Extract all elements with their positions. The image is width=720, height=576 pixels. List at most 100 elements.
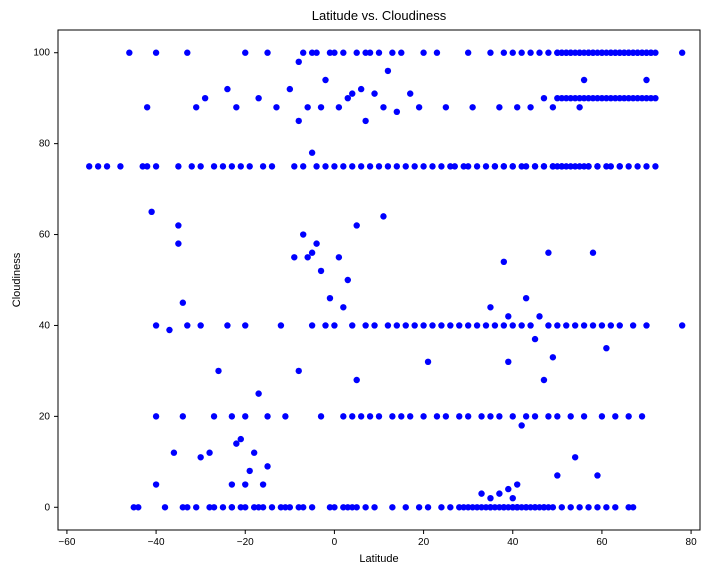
data-point bbox=[269, 504, 275, 510]
data-point bbox=[487, 304, 493, 310]
data-point bbox=[282, 413, 288, 419]
data-point bbox=[416, 504, 422, 510]
data-point bbox=[643, 163, 649, 169]
data-point bbox=[483, 322, 489, 328]
data-point bbox=[474, 163, 480, 169]
data-point bbox=[469, 104, 475, 110]
points-group bbox=[86, 50, 685, 511]
data-point bbox=[197, 322, 203, 328]
data-point bbox=[434, 413, 440, 419]
data-point bbox=[371, 504, 377, 510]
data-point bbox=[300, 504, 306, 510]
data-point bbox=[354, 50, 360, 56]
data-point bbox=[229, 504, 235, 510]
data-point bbox=[144, 104, 150, 110]
data-point bbox=[523, 295, 529, 301]
data-point bbox=[189, 163, 195, 169]
data-point bbox=[251, 450, 257, 456]
data-point bbox=[438, 163, 444, 169]
data-point bbox=[349, 413, 355, 419]
data-point bbox=[527, 322, 533, 328]
data-point bbox=[340, 163, 346, 169]
data-point bbox=[229, 413, 235, 419]
data-point bbox=[527, 104, 533, 110]
data-point bbox=[104, 163, 110, 169]
data-point bbox=[581, 413, 587, 419]
data-point bbox=[389, 504, 395, 510]
y-tick-label: 60 bbox=[39, 230, 51, 241]
data-point bbox=[416, 104, 422, 110]
data-point bbox=[309, 504, 315, 510]
data-point bbox=[545, 250, 551, 256]
data-point bbox=[652, 163, 658, 169]
x-tick-label: −40 bbox=[148, 537, 165, 548]
y-tick-label: 20 bbox=[39, 411, 51, 422]
data-point bbox=[581, 322, 587, 328]
data-point bbox=[371, 90, 377, 96]
data-point bbox=[501, 322, 507, 328]
data-point bbox=[153, 481, 159, 487]
data-point bbox=[327, 295, 333, 301]
data-point bbox=[407, 413, 413, 419]
data-point bbox=[447, 504, 453, 510]
data-point bbox=[242, 504, 248, 510]
x-tick-label: 0 bbox=[332, 537, 338, 548]
data-point bbox=[510, 413, 516, 419]
data-point bbox=[568, 413, 574, 419]
data-point bbox=[398, 413, 404, 419]
data-point bbox=[367, 163, 373, 169]
data-point bbox=[492, 322, 498, 328]
data-point bbox=[438, 322, 444, 328]
data-point bbox=[242, 413, 248, 419]
data-point bbox=[126, 50, 132, 56]
data-point bbox=[354, 377, 360, 383]
data-point bbox=[296, 368, 302, 374]
data-point bbox=[594, 504, 600, 510]
data-point bbox=[380, 213, 386, 219]
chart-svg: −60−40−20020406080020406080100LatitudeCl… bbox=[0, 0, 720, 576]
data-point bbox=[518, 322, 524, 328]
data-point bbox=[153, 322, 159, 328]
data-point bbox=[86, 163, 92, 169]
data-point bbox=[465, 50, 471, 56]
data-point bbox=[429, 322, 435, 328]
data-point bbox=[309, 250, 315, 256]
data-point bbox=[403, 163, 409, 169]
data-point bbox=[233, 104, 239, 110]
y-axis-label: Cloudiness bbox=[11, 252, 23, 307]
data-point bbox=[211, 413, 217, 419]
data-point bbox=[532, 413, 538, 419]
data-point bbox=[608, 163, 614, 169]
data-point bbox=[362, 322, 368, 328]
data-point bbox=[264, 413, 270, 419]
data-point bbox=[296, 118, 302, 124]
chart-title: Latitude vs. Cloudiness bbox=[312, 8, 447, 23]
data-point bbox=[206, 450, 212, 456]
data-point bbox=[242, 50, 248, 56]
data-point bbox=[220, 163, 226, 169]
data-point bbox=[527, 50, 533, 56]
data-point bbox=[354, 222, 360, 228]
data-point bbox=[255, 95, 261, 101]
x-tick-label: 60 bbox=[596, 537, 608, 548]
data-point bbox=[496, 104, 502, 110]
data-point bbox=[166, 327, 172, 333]
data-point bbox=[608, 322, 614, 328]
data-point bbox=[501, 50, 507, 56]
data-point bbox=[247, 163, 253, 169]
data-point bbox=[376, 413, 382, 419]
data-point bbox=[594, 472, 600, 478]
data-point bbox=[568, 504, 574, 510]
data-point bbox=[545, 413, 551, 419]
data-point bbox=[639, 413, 645, 419]
data-point bbox=[362, 504, 368, 510]
data-point bbox=[585, 163, 591, 169]
data-point bbox=[175, 163, 181, 169]
data-point bbox=[617, 322, 623, 328]
data-point bbox=[184, 504, 190, 510]
data-point bbox=[594, 163, 600, 169]
data-point bbox=[603, 504, 609, 510]
data-point bbox=[358, 163, 364, 169]
data-point bbox=[184, 50, 190, 56]
data-point bbox=[550, 354, 556, 360]
